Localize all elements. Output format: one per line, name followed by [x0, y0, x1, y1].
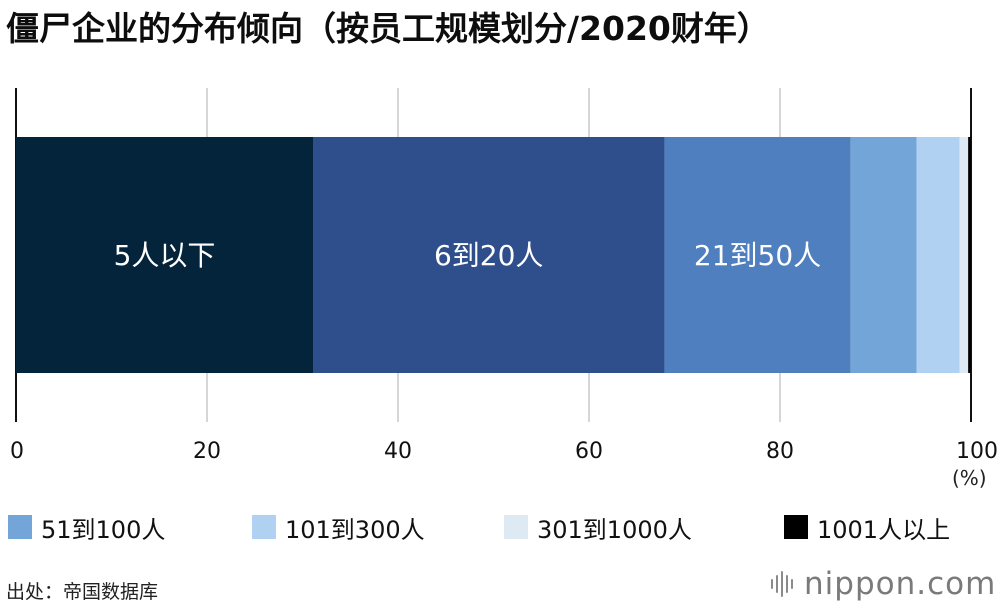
x-tick-label: 80 — [766, 439, 794, 464]
legend-swatch — [504, 515, 528, 539]
legend-swatch — [784, 515, 808, 539]
legend-label: 1001人以上 — [817, 515, 951, 544]
legend-item: 101到300人 — [252, 512, 425, 544]
bar-segment-4 — [850, 137, 917, 373]
source-note: 出处：帝国数据库 — [6, 581, 159, 603]
bar-label-2: 6到20人 — [434, 239, 543, 272]
bar-segment-3 — [664, 137, 851, 373]
bar-label-1: 5人以下 — [114, 239, 216, 272]
legend-swatch — [8, 515, 32, 539]
legend-label: 301到1000人 — [537, 515, 692, 544]
bar-segment-7 — [968, 137, 971, 373]
legend-item: 301到1000人 — [504, 512, 692, 544]
bar-segment-5 — [916, 137, 960, 373]
bar-label-3: 21到50人 — [694, 239, 821, 272]
bar-segment-6 — [959, 137, 969, 373]
x-tick-label: 100 — [956, 439, 998, 464]
bar-segments: 5人以下 6到20人 21到50人 — [16, 137, 971, 373]
x-axis: 0 20 40 60 80 100 — [10, 439, 998, 464]
bar-segment-2 — [313, 137, 665, 373]
stacked-bar-chart: 5人以下 6到20人 21到50人 0 20 40 60 80 100 — [10, 88, 998, 464]
x-tick-label: 40 — [384, 439, 412, 464]
legend-item: 51到100人 — [8, 512, 166, 544]
nippon-logo: nippon.com — [771, 566, 996, 602]
bar-segment-1 — [16, 137, 314, 373]
logo-text: nippon.com — [804, 566, 997, 602]
x-tick-label: 60 — [575, 439, 603, 464]
x-tick-label: 20 — [193, 439, 221, 464]
chart-title: 僵尸企业的分布倾向（按员工规模划分/2020财年） — [6, 9, 770, 48]
legend-label: 101到300人 — [285, 515, 425, 544]
legend-swatch — [252, 515, 276, 539]
logo-mark-icon — [771, 571, 796, 597]
axis-unit: (%) — [952, 466, 987, 490]
legend-label: 51到100人 — [41, 515, 166, 544]
legend-item: 1001人以上 — [784, 512, 951, 544]
x-tick-label: 0 — [10, 439, 24, 464]
legend: 51到100人 101到300人 301到1000人 1001人以上 — [8, 512, 998, 544]
